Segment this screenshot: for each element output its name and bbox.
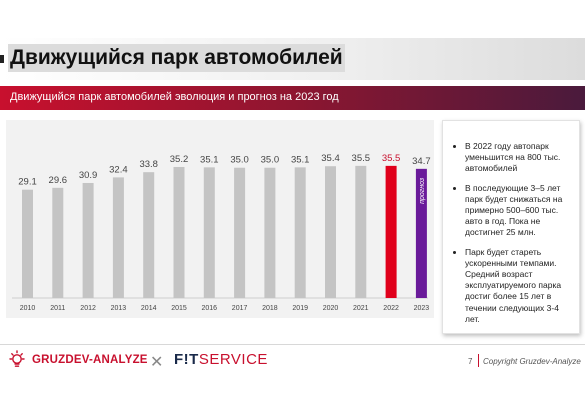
bar-2016 <box>203 167 215 298</box>
note-item: В последующие 3–5 лет парк будет снижать… <box>465 183 573 239</box>
note-item: Парк будет стареть ускоренными темпами. … <box>465 247 573 325</box>
data-label-2016: 35.1 <box>200 154 219 165</box>
cross-icon: ✕ <box>150 352 164 371</box>
x-tick-label-2013: 2013 <box>111 305 127 312</box>
bar-2022 <box>385 165 397 298</box>
data-label-2021: 35.5 <box>352 153 371 164</box>
x-tick-label-2010: 2010 <box>20 305 36 312</box>
x-tick-label-2015: 2015 <box>171 305 187 312</box>
chart-subtitle: Движущийся парк автомобилей эволюция и п… <box>10 91 339 103</box>
bar-2017 <box>234 167 246 298</box>
bar-2023 <box>415 168 427 298</box>
logo-fit-text: F!T <box>174 351 199 368</box>
data-label-2010: 29.1 <box>18 177 37 188</box>
chart-panel: 29.1 2010 29.6 2011 30.9 2012 32.4 2013 33.8 2014… <box>6 120 434 318</box>
logo-service-text: SERVICE <box>198 351 268 368</box>
title-marker <box>0 55 4 63</box>
fitservice-logo: F!TSERVICE <box>174 351 268 368</box>
bar-chart: 29.1 2010 29.6 2011 30.9 2012 32.4 2013 33.8 2014… <box>12 153 431 312</box>
notes-panel: В 2022 году автопарк уменьшится на 800 т… <box>442 120 580 334</box>
forecast-label: прогноз <box>419 177 426 204</box>
data-label-2018: 35.0 <box>261 155 280 166</box>
lightbulb-icon <box>8 350 26 370</box>
logo-text: GRUZDEV-ANALYZE <box>32 354 148 366</box>
bar-2011 <box>52 187 64 298</box>
bar-2021 <box>355 165 367 298</box>
x-tick-label-2011: 2011 <box>50 305 65 312</box>
x-tick-label-2014: 2014 <box>141 305 157 312</box>
copyright-text: Copyright Gruzdev-Analyze <box>483 357 581 366</box>
bar-2014 <box>143 172 155 298</box>
bar-2018 <box>264 167 276 298</box>
x-tick-label-2018: 2018 <box>262 305 278 312</box>
bar-2015 <box>173 166 185 298</box>
data-label-2023: 34.7 <box>412 156 431 167</box>
data-label-2014: 33.8 <box>139 159 158 170</box>
footer-separator <box>478 354 479 367</box>
data-label-2017: 35.0 <box>230 155 249 166</box>
data-label-2015: 35.2 <box>170 154 189 165</box>
x-tick-label-2020: 2020 <box>323 305 339 312</box>
bar-2012 <box>82 182 94 298</box>
notes-list: В 2022 году автопарк уменьшится на 800 т… <box>443 121 579 325</box>
x-tick-label-2023: 2023 <box>414 305 430 312</box>
data-label-2019: 35.1 <box>291 154 310 165</box>
gruzdev-analyze-logo: GRUZDEV-ANALYZE <box>8 350 148 370</box>
note-item: В 2022 году автопарк уменьшится на 800 т… <box>465 141 573 175</box>
data-label-2011: 29.6 <box>49 175 68 186</box>
x-tick-label-2019: 2019 <box>292 305 308 312</box>
x-tick-label-2017: 2017 <box>232 305 248 312</box>
bar-2020 <box>325 166 336 298</box>
data-label-2020: 35.4 <box>321 153 340 164</box>
bar-2010 <box>22 189 33 298</box>
page-number: 7 <box>468 357 473 366</box>
x-tick-label-2012: 2012 <box>80 305 96 312</box>
data-label-2013: 32.4 <box>109 164 128 175</box>
bar-2019 <box>294 167 306 298</box>
page-title: Движущийся парк автомобилей <box>8 44 345 72</box>
data-label-2022: 35.5 <box>382 153 401 164</box>
x-tick-label-2021: 2021 <box>353 305 369 312</box>
x-tick-label-2022: 2022 <box>383 305 399 312</box>
data-label-2012: 30.9 <box>79 170 98 181</box>
bar-2013 <box>112 177 124 298</box>
subtitle-bar: Движущийся парк автомобилей эволюция и п… <box>0 86 585 110</box>
footer-divider-line <box>0 344 585 345</box>
x-tick-label-2016: 2016 <box>202 305 218 312</box>
